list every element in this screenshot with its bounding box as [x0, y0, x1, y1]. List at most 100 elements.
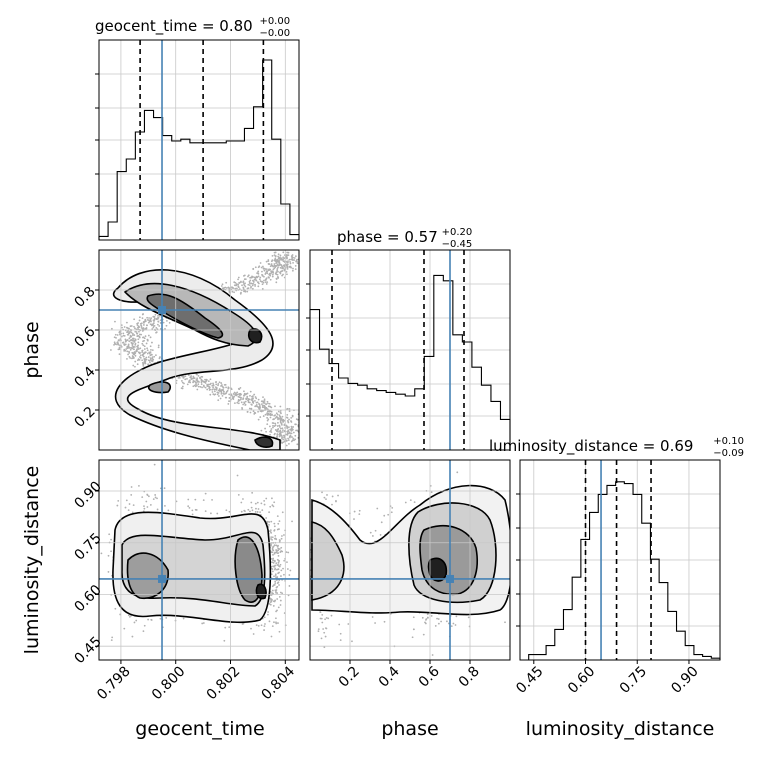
scatter-point: [277, 547, 280, 550]
panel-frame: [98, 249, 300, 451]
scatter-point: [212, 386, 214, 389]
scatter-point: [146, 339, 149, 342]
scatter-point: [131, 332, 134, 335]
scatter-point: [303, 436, 305, 438]
scatter-point: [274, 580, 277, 583]
scatter-point: [374, 622, 376, 624]
scatter-point: [387, 513, 390, 516]
scatter-point: [138, 484, 140, 487]
scatter-point: [268, 402, 271, 405]
scatter-point: [279, 420, 282, 423]
scatter-point: [452, 622, 455, 625]
scatter-point: [274, 559, 276, 562]
scatter-point: [146, 316, 149, 319]
scatter-point: [274, 537, 277, 540]
scatter-point: [279, 254, 282, 257]
scatter-point: [276, 429, 279, 432]
scatter-point: [153, 463, 156, 466]
scatter-point: [138, 316, 141, 319]
scatter-point: [127, 332, 130, 335]
scatter-point: [182, 376, 185, 379]
scatter-point: [190, 376, 192, 379]
title-sup-phase: +0.20: [442, 227, 473, 238]
scatter-point: [327, 617, 330, 620]
scatter-point: [430, 491, 433, 494]
scatter-point: [263, 406, 266, 409]
scatter-point: [260, 502, 263, 505]
scatter-point: [277, 261, 280, 263]
scatter-point: [248, 398, 251, 401]
scatter-point: [151, 341, 153, 344]
scatter-point: [262, 281, 265, 284]
scatter-point: [157, 315, 159, 317]
scatter-point: [265, 283, 268, 285]
scatter-point: [467, 616, 470, 619]
scatter-point: [278, 584, 280, 586]
scatter-point: [154, 494, 157, 496]
scatter-point: [230, 388, 233, 391]
scatter-point: [144, 318, 147, 321]
scatter-point: [108, 533, 111, 536]
scatter-point: [261, 283, 264, 286]
scatter-point: [248, 282, 251, 285]
scatter-point: [267, 611, 270, 613]
scatter-point: [266, 423, 269, 426]
scatter-point: [288, 436, 291, 439]
scatter-point: [270, 431, 273, 434]
scatter-point: [280, 569, 283, 572]
scatter-point: [321, 491, 323, 494]
scatter-point: [248, 401, 251, 404]
scatter-point: [146, 349, 149, 352]
scatter-point: [261, 273, 263, 276]
panel-geocent_time-phase: [110, 251, 305, 450]
scatter-point: [380, 521, 383, 524]
scatter-point: [203, 381, 206, 384]
scatter-point: [266, 272, 269, 275]
scatter-point: [273, 544, 276, 547]
scatter-point: [220, 389, 223, 391]
panel-phase-luminosity_distance: [310, 471, 510, 656]
scatter-point: [208, 387, 211, 390]
scatter-point: [267, 276, 270, 278]
scatter-point: [136, 322, 139, 325]
scatter-point: [263, 398, 266, 401]
scatter-point: [266, 520, 269, 523]
scatter-point: [126, 350, 129, 353]
y-axis-label-phase: phase: [21, 321, 43, 378]
scatter-point: [278, 435, 281, 438]
scatter-point: [291, 436, 293, 438]
scatter-point: [143, 320, 146, 323]
scatter-point: [138, 336, 141, 339]
scatter-point: [272, 600, 275, 603]
panel-frame: [309, 459, 511, 661]
scatter-point: [445, 620, 448, 623]
scatter-point: [320, 637, 323, 640]
scatter-point: [263, 269, 266, 272]
scatter-point: [187, 505, 190, 508]
scatter-point: [114, 333, 117, 336]
scatter-point: [288, 431, 291, 434]
scatter-point: [276, 260, 279, 263]
scatter-point: [152, 498, 155, 501]
scatter-point: [131, 511, 134, 514]
scatter-point: [383, 514, 386, 517]
scatter-point: [254, 510, 257, 513]
scatter-point: [259, 262, 262, 264]
scatter-point: [353, 510, 356, 513]
scatter-point: [504, 621, 506, 624]
scatter-point: [181, 381, 184, 384]
scatter-point: [292, 431, 295, 434]
scatter-point: [209, 512, 212, 515]
scatter-point: [379, 534, 382, 536]
scatter-point: [277, 552, 280, 554]
scatter-point: [412, 616, 415, 619]
scatter-point: [252, 410, 255, 413]
scatter-point: [222, 390, 225, 393]
scatter-point: [450, 625, 453, 628]
scatter-point: [270, 538, 272, 540]
scatter-point: [279, 427, 282, 430]
scatter-point: [144, 358, 147, 361]
scatter-point: [271, 625, 274, 628]
scatter-point: [292, 426, 295, 428]
scatter-point: [137, 338, 140, 341]
